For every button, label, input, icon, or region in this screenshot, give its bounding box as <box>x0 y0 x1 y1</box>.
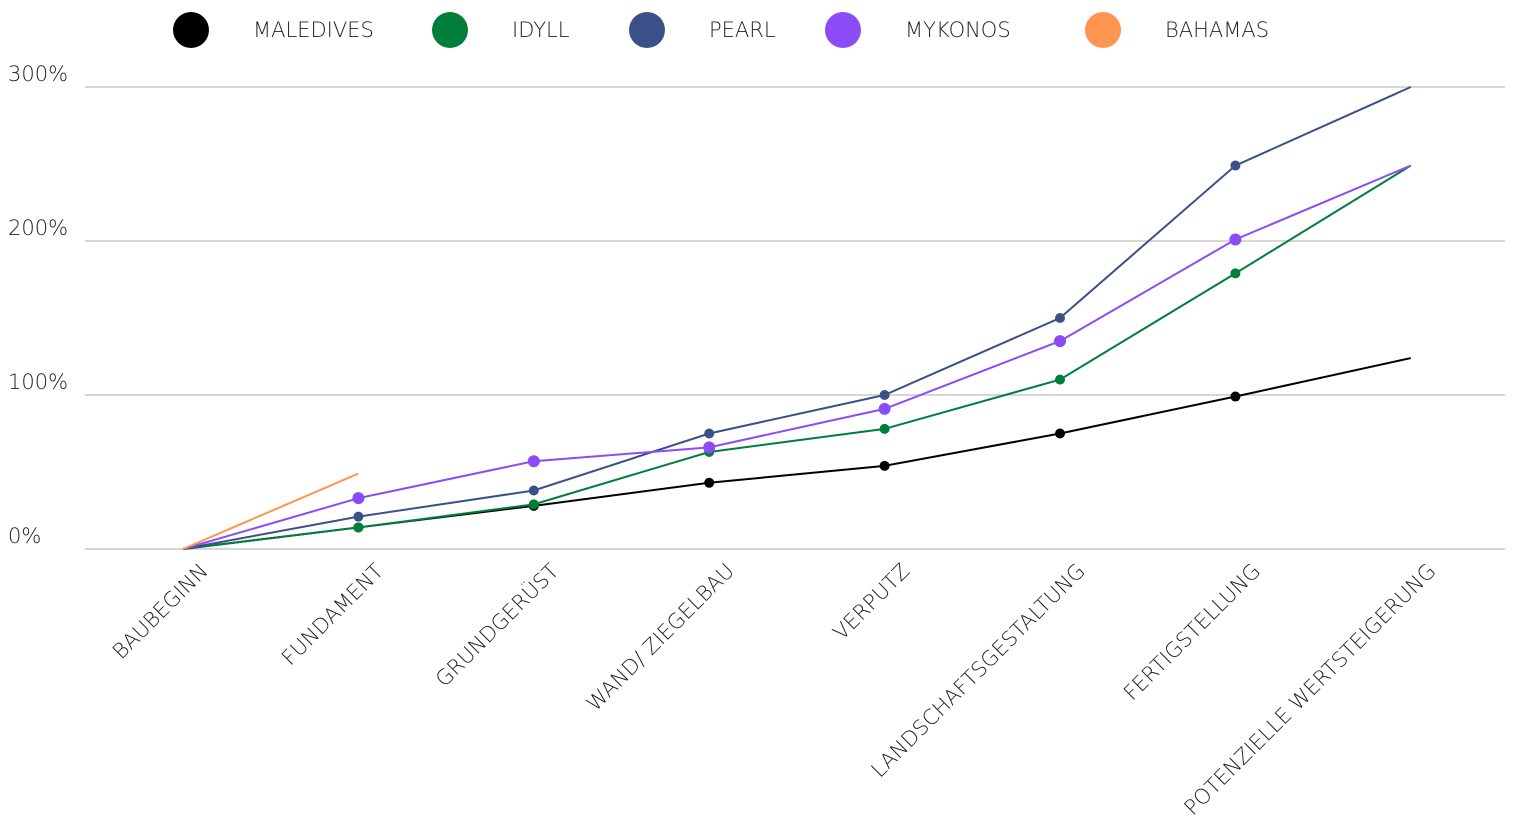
legend-label: MYKONOS <box>905 18 1011 42</box>
series-line <box>182 164 1412 550</box>
data-point <box>1055 428 1065 439</box>
y-tick-label: 200% <box>8 216 68 240</box>
data-point <box>528 485 539 496</box>
series-line <box>182 357 1412 550</box>
data-point <box>1229 233 1242 246</box>
legend-label: MALEDIVES <box>253 18 374 42</box>
data-point <box>879 460 890 471</box>
x-tick-label: GRUNDGERÜST <box>429 557 563 691</box>
legend-swatch <box>629 12 665 48</box>
data-point <box>353 511 364 522</box>
data-point <box>878 402 891 415</box>
data-point <box>352 492 365 505</box>
data-point <box>879 390 890 400</box>
data-point <box>1230 160 1241 171</box>
y-tick-label: 100% <box>8 370 68 394</box>
x-tick-label: VERPUTZ <box>828 559 914 645</box>
data-point <box>1230 268 1241 279</box>
data-point <box>1055 374 1065 385</box>
x-tick-label: FERTIGSTELLUNG <box>1119 559 1265 705</box>
y-tick-label: 300% <box>8 62 68 86</box>
data-point <box>704 428 715 439</box>
x-tick-label: BAUBEGINN <box>108 559 213 664</box>
data-point <box>1230 391 1241 402</box>
data-point <box>1055 313 1065 323</box>
legend-swatch <box>1085 12 1121 48</box>
data-point <box>1054 335 1066 348</box>
series-line <box>182 164 1412 550</box>
legend-label: BAHAMAS <box>1165 18 1269 42</box>
legend-swatch <box>825 12 861 48</box>
data-point <box>879 423 890 434</box>
legend-label: PEARL <box>709 18 776 42</box>
legend-label: IDYLL <box>512 18 570 42</box>
legend-swatch <box>173 12 209 48</box>
x-tick-label: FUNDAMENT <box>277 559 388 670</box>
x-tick-label: LANDSCHAFTSGESTALTUNG <box>866 559 1089 782</box>
data-point <box>527 455 540 468</box>
data-point <box>353 522 364 533</box>
data-point <box>704 477 715 488</box>
legend-swatch <box>432 12 468 48</box>
data-point <box>528 499 539 510</box>
y-tick-label: 0% <box>8 524 41 548</box>
x-tick-label: WAND/ ZIEGELBAU <box>582 559 739 716</box>
series-line <box>182 86 1412 550</box>
series-line <box>182 472 359 550</box>
data-point <box>703 441 716 454</box>
